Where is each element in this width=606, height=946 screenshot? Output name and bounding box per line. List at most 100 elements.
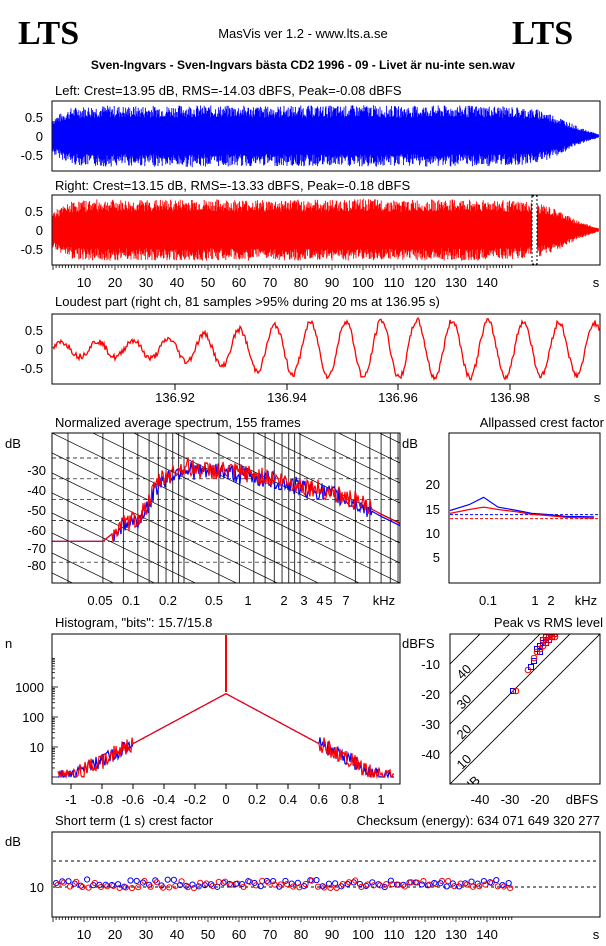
- shortterm-point-right: [476, 883, 483, 890]
- spectrum-xtick-10: kHz: [373, 593, 395, 608]
- allpass-xtick-2: 2: [547, 593, 554, 608]
- peakrms-point-right: [551, 634, 559, 638]
- spectrum-xtick-7: 4: [316, 593, 323, 608]
- shortterm-point-left: [270, 877, 277, 885]
- histogram-xtick-label: -1: [65, 792, 77, 807]
- shortterm-xaxis-label: 40: [170, 927, 184, 942]
- left-waveform-panel: 0.5 0 -0.5: [21, 100, 601, 172]
- shortterm-point-right: [54, 881, 61, 889]
- shortterm-point-right: [383, 881, 390, 888]
- right-title: Right: Crest=13.15 dB, RMS=-13.33 dBFS, …: [55, 178, 410, 193]
- spectrum-ytick-1: -40: [27, 483, 46, 498]
- peakrms-xtick-2: -20: [531, 792, 550, 807]
- shortterm-point-left: [505, 879, 512, 887]
- shortterm-point-left: [195, 883, 202, 890]
- shortterm-point-right: [66, 883, 74, 890]
- spectrum-slope-line: [52, 253, 400, 423]
- spectrum-xtick-6: 3: [300, 593, 307, 608]
- peakrms-ytick-2: -30: [421, 717, 440, 732]
- shortterm-point-right: [147, 883, 154, 890]
- peakrms-diag-label: 30: [454, 691, 475, 712]
- peakrms-title: Peak vs RMS level: [494, 615, 603, 630]
- checksum-text: Checksum (energy): 634 071 649 320 277: [356, 813, 600, 828]
- shortterm-point-left: [189, 881, 196, 888]
- shortterm-point-right: [240, 883, 247, 890]
- shortterm-point-left: [208, 881, 215, 888]
- shortterm-point-right: [507, 885, 514, 892]
- shortterm-xaxis-label: 110: [384, 927, 405, 942]
- file-title: Sven-Ingvars - Sven-Ingvars bästa CD2 19…: [91, 58, 515, 72]
- shortterm-point-left: [480, 878, 487, 885]
- spectrum-xtick-5: 2: [280, 593, 287, 608]
- spectrum-slope-line: [52, 452, 319, 583]
- shortterm-point-left: [65, 878, 72, 885]
- shortterm-point-right: [122, 884, 129, 891]
- shortterm-point-left: [313, 876, 320, 884]
- spectrum-slope-line: [52, 492, 238, 583]
- right-ytick-2: -0.5: [21, 242, 43, 257]
- shortterm-point-left: [263, 877, 270, 885]
- spectrum-title: Normalized average spectrum, 155 frames: [55, 415, 301, 430]
- spectrum-ytick-5: -80: [27, 558, 46, 573]
- loudest-xtick-2: 136.96: [378, 390, 418, 405]
- shortterm-point-right: [197, 879, 204, 886]
- allpass-ylabel: dB: [402, 436, 418, 451]
- right-ytick-0: 0.5: [25, 204, 43, 219]
- shortterm-point-right: [438, 877, 446, 885]
- spectrum-slope-line: [296, 433, 400, 484]
- spectrum-ytick-2: -50: [27, 503, 46, 518]
- time-axis-label: 10: [77, 275, 91, 290]
- allpass-xtick-0: 0.1: [479, 593, 497, 608]
- shortterm-point-right: [166, 884, 173, 891]
- histogram-right: [57, 693, 395, 780]
- loudest-title: Loudest part (right ch, 81 samples >95% …: [55, 294, 440, 309]
- shortterm-point-right: [302, 880, 309, 888]
- shortterm-point-right: [321, 884, 328, 891]
- time-axis-label: 140: [476, 275, 498, 290]
- spectrum-plot: [52, 253, 400, 583]
- time-axis: 10 20 30 40 50 60 70 80 90 100 110 120 130 140 s: [52, 265, 600, 290]
- time-axis-label: 90: [325, 275, 339, 290]
- shortterm-point-left: [77, 882, 85, 889]
- shortterm-point-left: [325, 880, 332, 887]
- allpass-left: [449, 496, 595, 518]
- histogram-xtick-label: 0.6: [310, 792, 328, 807]
- right-ytick-1: 0: [36, 223, 43, 238]
- shortterm-ytick-0: 10: [30, 880, 44, 895]
- shortterm-xaxis-label: 70: [263, 927, 277, 942]
- shortterm-point-left: [369, 879, 376, 886]
- spectrum-ytick-3: -60: [27, 523, 46, 538]
- shortterm-xaxis-label: 30: [139, 927, 153, 942]
- spectrum-slope-line: [52, 433, 360, 583]
- shortterm-point-right: [135, 884, 142, 891]
- shortterm-point-right: [79, 883, 86, 891]
- histogram-xtick-label: 1: [377, 792, 384, 807]
- shortterm-point-left: [71, 880, 78, 887]
- peakrms-diagonal: [450, 634, 571, 755]
- shortterm-point-right: [153, 879, 160, 886]
- shortterm-point-right: [352, 877, 359, 884]
- shortterm-point-left: [350, 879, 357, 886]
- right-waveform-panel: 0.5 0 -0.5 10 20 30 40 50 60 70 80 90 100 110 120 13…: [21, 194, 601, 290]
- peakrms-point-left: [537, 649, 543, 655]
- shortterm-point-right: [500, 883, 508, 890]
- shortterm-xaxis-label: 120: [414, 927, 436, 942]
- peakrms-ytick-0: -10: [421, 657, 440, 672]
- shortterm-point-left: [102, 881, 109, 888]
- shortterm-point-right: [277, 881, 284, 888]
- peakrms-ytick-1: -20: [421, 687, 440, 702]
- left-ytick-0: 0.5: [25, 110, 43, 125]
- histogram-xtick-label: 0.2: [248, 792, 266, 807]
- logo-left: LTS: [18, 15, 79, 52]
- allpass-xtick-3: kHz: [575, 593, 597, 608]
- loudest-ytick-2: -0.5: [21, 361, 43, 376]
- logo-right: LTS: [512, 15, 573, 52]
- histogram-ytick-0: 1000: [15, 680, 44, 695]
- allpass-frame: [448, 432, 601, 584]
- shortterm-point-left: [418, 881, 425, 888]
- shortterm-point-right: [128, 884, 136, 892]
- shortterm-point-left: [462, 880, 469, 887]
- shortterm-point-left: [468, 878, 475, 885]
- shortterm-point-right: [469, 883, 477, 890]
- shortterm-point-left: [443, 883, 450, 890]
